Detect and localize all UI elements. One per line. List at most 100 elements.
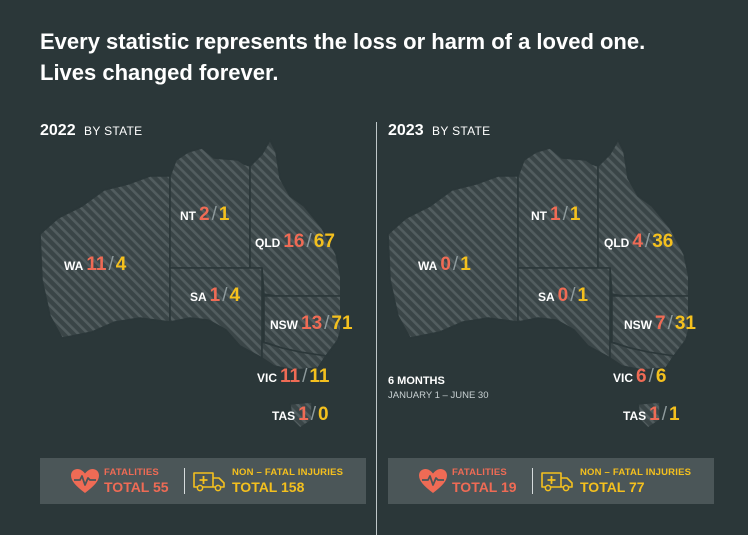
fatalities-value: 2 xyxy=(199,204,210,225)
fatalities-total-block: FATALITIES TOTAL 55 xyxy=(104,467,169,495)
fatalities-total: TOTAL 19 xyxy=(452,479,517,495)
fatalities-total-block: FATALITIES TOTAL 19 xyxy=(452,467,517,495)
fatalities-value: 0 xyxy=(440,254,451,275)
australia-map-2022 xyxy=(39,139,340,429)
year-label: 2023 xyxy=(388,122,424,139)
state-abbr: TAS xyxy=(272,409,296,423)
stat-separator: / xyxy=(108,254,114,275)
stat-vic-2023: VIC 6 / 6 xyxy=(613,366,666,388)
state-abbr: SA xyxy=(538,290,555,304)
stat-separator: / xyxy=(452,254,459,275)
stat-separator: / xyxy=(644,231,651,252)
stat-sa-2023: SA 0 / 1 xyxy=(538,285,588,307)
injuries-value: 1 xyxy=(577,285,589,306)
panel-2022: 2022 BY STATE WA 11 / 4 NT 2 / 1 QLD 16 … xyxy=(0,0,366,535)
panel-divider xyxy=(376,122,377,535)
injuries-value: 1 xyxy=(668,404,680,425)
period-range: JANUARY 1 – JUNE 30 xyxy=(388,390,489,401)
injuries-value: 4 xyxy=(115,254,127,275)
year-heading-2022: 2022 BY STATE xyxy=(40,122,142,140)
map-region-wa xyxy=(39,175,171,339)
stat-separator: / xyxy=(648,366,654,387)
map-region-tas xyxy=(289,401,313,429)
fatalities-value: 16 xyxy=(283,231,305,252)
fatalities-value: 4 xyxy=(632,231,643,252)
stat-separator: / xyxy=(310,404,316,425)
stat-separator: / xyxy=(661,404,667,425)
totals-separator xyxy=(184,468,185,494)
fatalities-value: 13 xyxy=(301,313,323,334)
by-state-label: BY STATE xyxy=(432,124,491,138)
state-abbr: QLD xyxy=(604,236,630,250)
stat-separator: / xyxy=(562,204,568,225)
fatalities-value: 7 xyxy=(655,313,666,334)
fatalities-value: 1 xyxy=(298,404,309,425)
injuries-value: 31 xyxy=(674,313,696,334)
stat-qld-2023: QLD 4 / 36 xyxy=(604,231,673,253)
state-abbr: SA xyxy=(190,290,207,304)
stat-nt-2022: NT 2 / 1 xyxy=(180,204,229,226)
stat-separator: / xyxy=(306,231,312,252)
map-region-vic xyxy=(261,341,327,371)
stat-nsw-2022: NSW 13 / 71 xyxy=(270,313,353,335)
period-note: 6 MONTHS JANUARY 1 – JUNE 30 xyxy=(388,375,489,401)
fatalities-value: 1 xyxy=(649,404,660,425)
state-abbr: NSW xyxy=(270,318,298,332)
stat-wa-2023: WA 0 / 1 xyxy=(418,254,471,276)
stat-separator: / xyxy=(302,366,308,387)
headline-line-1: Every statistic represents the loss or h… xyxy=(40,29,646,54)
stat-tas-2022: TAS 1 / 0 xyxy=(272,404,329,426)
fatalities-label: FATALITIES xyxy=(452,467,507,478)
stat-separator: / xyxy=(222,285,228,306)
injuries-value: 11 xyxy=(309,366,330,387)
injuries-value: 1 xyxy=(218,204,230,225)
stat-separator: / xyxy=(570,285,576,306)
injuries-value: 4 xyxy=(229,285,241,306)
stat-nt-2023: NT 1 / 1 xyxy=(531,204,580,226)
fatalities-total: TOTAL 55 xyxy=(104,479,169,495)
map-region-tas xyxy=(637,401,661,429)
headline-line-2: Lives changed forever. xyxy=(40,60,279,85)
injuries-value: 71 xyxy=(331,313,353,334)
year-label: 2022 xyxy=(40,122,76,139)
ambulance-icon xyxy=(541,472,573,492)
totals-separator xyxy=(532,468,533,494)
injuries-total-block: NON – FATAL INJURIES TOTAL 158 xyxy=(232,467,343,495)
state-abbr: WA xyxy=(64,259,84,273)
state-abbr: VIC xyxy=(257,371,278,385)
year-heading-2023: 2023 BY STATE xyxy=(388,122,490,140)
totals-bar-2022: FATALITIES TOTAL 55 NON – FATAL INJURIES… xyxy=(40,458,366,504)
state-abbr: TAS xyxy=(623,409,647,423)
injuries-value: 0 xyxy=(317,404,329,425)
state-abbr: WA xyxy=(418,259,438,273)
stat-tas-2023: TAS 1 / 1 xyxy=(623,404,680,426)
fatalities-value: 11 xyxy=(280,366,301,387)
stat-separator: / xyxy=(324,313,330,334)
totals-bar-2023: FATALITIES TOTAL 19 NON – FATAL INJURIES… xyxy=(388,458,714,504)
map-region-wa xyxy=(387,175,519,339)
stat-nsw-2023: NSW 7 / 31 xyxy=(624,313,696,335)
state-abbr: QLD xyxy=(255,236,281,250)
state-abbr: NSW xyxy=(624,318,652,332)
injuries-value: 67 xyxy=(313,231,335,252)
fatalities-value: 0 xyxy=(557,285,569,306)
stat-separator: / xyxy=(667,313,673,334)
heart-pulse-icon xyxy=(71,469,99,493)
injuries-value: 6 xyxy=(655,366,667,387)
fatalities-value: 6 xyxy=(636,366,647,387)
stat-sa-2022: SA 1 / 4 xyxy=(190,285,240,307)
injuries-label: NON – FATAL INJURIES xyxy=(232,467,344,478)
stat-vic-2022: VIC 11 / 11 xyxy=(257,366,329,388)
injuries-value: 1 xyxy=(460,254,471,275)
period-title: 6 MONTHS xyxy=(388,375,445,387)
panel-2023: 2023 BY STATE WA 0 / 1 NT 1 / 1 QLD 4 / … xyxy=(348,0,714,535)
by-state-label: BY STATE xyxy=(84,124,143,138)
fatalities-value: 11 xyxy=(86,254,107,275)
heart-pulse-icon xyxy=(419,469,447,493)
injuries-value: 1 xyxy=(569,204,581,225)
ambulance-icon xyxy=(193,472,225,492)
map-region-qld xyxy=(249,139,340,297)
injuries-value: 36 xyxy=(652,231,674,252)
map-region-vic xyxy=(609,341,675,371)
injuries-total: TOTAL 77 xyxy=(580,479,645,495)
